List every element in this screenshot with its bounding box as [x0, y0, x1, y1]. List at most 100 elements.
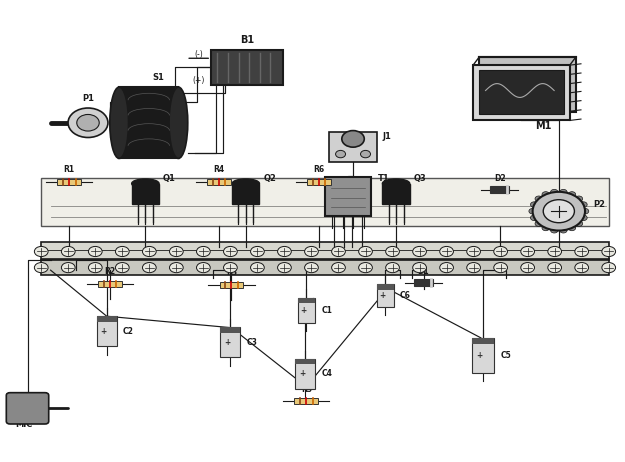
Bar [41, 242, 609, 260]
Text: T1: T1 [378, 175, 389, 183]
Bar [58, 179, 81, 185]
Circle shape [494, 246, 508, 256]
Bar [382, 183, 410, 204]
Text: C6: C6 [400, 291, 411, 300]
Circle shape [535, 196, 542, 201]
Circle shape [532, 192, 585, 231]
Bar [220, 328, 240, 333]
Circle shape [34, 246, 48, 256]
Text: (-): (-) [194, 50, 203, 59]
Bar [294, 398, 318, 404]
Bar [132, 183, 159, 204]
Circle shape [467, 246, 481, 256]
Circle shape [332, 246, 346, 256]
Text: D1: D1 [418, 267, 429, 276]
Bar [471, 338, 494, 373]
Bar [220, 328, 240, 358]
Circle shape [361, 151, 371, 158]
Circle shape [386, 246, 399, 256]
Bar [232, 183, 259, 204]
Text: Q2: Q2 [263, 174, 276, 183]
Circle shape [142, 262, 156, 273]
Text: R4: R4 [213, 165, 224, 174]
Circle shape [535, 221, 542, 226]
Bar [295, 359, 315, 389]
Circle shape [575, 221, 582, 226]
Text: MIC: MIC [16, 420, 33, 429]
Circle shape [542, 225, 549, 231]
Circle shape [278, 246, 291, 256]
Circle shape [169, 246, 183, 256]
Bar [479, 70, 564, 114]
Bar [97, 316, 117, 346]
Text: C2: C2 [123, 327, 134, 336]
Circle shape [543, 200, 574, 223]
Text: +: + [101, 327, 107, 336]
Bar [490, 186, 509, 193]
Text: +: + [224, 338, 230, 347]
Circle shape [332, 262, 346, 273]
Text: Q1: Q1 [163, 174, 176, 183]
Circle shape [440, 246, 453, 256]
Text: C1: C1 [321, 306, 332, 315]
Circle shape [559, 189, 567, 195]
Ellipse shape [382, 179, 410, 188]
FancyBboxPatch shape [473, 65, 570, 121]
Bar [98, 281, 122, 287]
Circle shape [251, 262, 264, 273]
Bar [378, 285, 394, 290]
Bar [298, 298, 315, 303]
Bar [471, 338, 494, 344]
Text: +: + [300, 305, 306, 315]
Circle shape [494, 262, 508, 273]
Bar [211, 50, 283, 85]
Circle shape [169, 262, 183, 273]
Text: S1: S1 [152, 73, 164, 82]
Circle shape [568, 192, 576, 197]
Text: C3: C3 [246, 338, 258, 347]
Circle shape [412, 262, 426, 273]
Circle shape [196, 246, 210, 256]
Circle shape [34, 262, 48, 273]
Circle shape [551, 227, 558, 233]
Ellipse shape [110, 87, 129, 158]
Text: P1: P1 [82, 94, 94, 103]
Circle shape [77, 115, 99, 131]
Circle shape [548, 262, 561, 273]
Bar [324, 177, 371, 216]
Circle shape [467, 262, 481, 273]
Text: +: + [379, 291, 386, 300]
Circle shape [224, 262, 238, 273]
Circle shape [580, 202, 587, 207]
Circle shape [224, 246, 238, 256]
Ellipse shape [169, 87, 187, 158]
Ellipse shape [232, 179, 259, 188]
Circle shape [602, 262, 616, 273]
Text: M1: M1 [535, 121, 551, 131]
Text: (+): (+) [192, 76, 205, 85]
Text: D2: D2 [494, 174, 506, 183]
Circle shape [304, 246, 318, 256]
Bar [295, 359, 315, 365]
Circle shape [531, 215, 538, 220]
Bar [378, 285, 394, 307]
Circle shape [304, 262, 318, 273]
Bar [298, 298, 315, 323]
Text: +: + [476, 351, 482, 360]
Circle shape [531, 202, 538, 207]
Bar [119, 87, 178, 158]
Circle shape [575, 196, 582, 201]
Text: C4: C4 [321, 369, 332, 378]
Circle shape [359, 262, 372, 273]
FancyBboxPatch shape [479, 57, 576, 112]
Circle shape [521, 262, 534, 273]
Ellipse shape [132, 179, 159, 188]
Circle shape [575, 246, 589, 256]
Text: R1: R1 [64, 165, 75, 174]
Circle shape [142, 246, 156, 256]
Circle shape [602, 246, 616, 256]
Circle shape [116, 246, 129, 256]
Text: C5: C5 [500, 351, 511, 360]
Text: Q3: Q3 [414, 174, 426, 183]
Circle shape [440, 262, 453, 273]
